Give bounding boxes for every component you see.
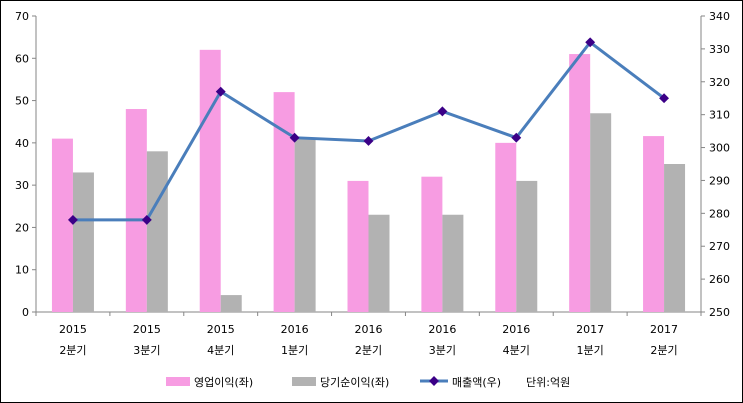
legend: 영업이익(좌) 당기순이익(좌) 매출액(우) 단위:억원 xyxy=(166,376,570,389)
left-axis-tick-label: 0 xyxy=(22,306,29,319)
revenue-marker xyxy=(67,214,78,225)
right-axis-tick-label: 330 xyxy=(709,43,730,56)
bar-operating-profit xyxy=(51,138,73,312)
bar-operating-profit xyxy=(273,92,295,312)
bar-operating-profit xyxy=(643,136,665,312)
bar-net-income xyxy=(72,172,94,312)
x-tick-label-quarter: 4분기 xyxy=(207,344,234,357)
revenue-marker xyxy=(141,214,152,225)
right-axis-tick-label: 310 xyxy=(709,109,730,122)
bar-operating-profit xyxy=(569,54,591,313)
bar-operating-profit xyxy=(347,180,369,312)
x-tick-label-quarter: 4분기 xyxy=(503,344,530,357)
bar-net-income xyxy=(442,214,464,312)
x-tick-label-quarter: 1분기 xyxy=(281,344,308,357)
x-tick-label-year: 2016 xyxy=(428,323,456,336)
revenue-marker xyxy=(363,136,374,146)
right-axis-tick-label: 290 xyxy=(709,174,730,187)
bar-net-income xyxy=(590,113,612,312)
right-axis-tick-label: 260 xyxy=(709,273,730,286)
right-axis-tick-label: 270 xyxy=(709,240,730,253)
x-tick-label-year: 2016 xyxy=(281,323,309,336)
x-tick-label-year: 2016 xyxy=(355,323,383,336)
bar-net-income xyxy=(664,164,686,312)
revenue-marker xyxy=(437,106,448,117)
bar-operating-profit xyxy=(421,176,443,312)
left-axis-tick-label: 10 xyxy=(15,264,29,277)
bar-net-income xyxy=(516,180,538,312)
left-axis-tick-label: 20 xyxy=(15,221,29,234)
revenue-marker xyxy=(585,37,596,48)
legend-label-operating-profit: 영업이익(좌) xyxy=(194,376,253,389)
left-axis-tick-label: 30 xyxy=(15,179,29,192)
x-tick-label-quarter: 1분기 xyxy=(577,344,604,357)
x-tick-label-year: 2015 xyxy=(133,323,161,336)
right-axis-tick-label: 340 xyxy=(709,10,730,23)
legend-label-net-income: 당기순이익(좌) xyxy=(320,376,389,389)
bar-operating-profit xyxy=(495,142,517,312)
left-axis-tick-label: 60 xyxy=(15,52,29,65)
legend-swatch-net-income xyxy=(292,377,316,386)
left-axis-tick-label: 50 xyxy=(15,95,29,108)
x-tick-label-quarter: 3분기 xyxy=(429,344,456,357)
x-tick-label-year: 2016 xyxy=(502,323,530,336)
bar-net-income xyxy=(146,151,168,312)
x-tick-label-quarter: 2분기 xyxy=(355,344,382,357)
right-axis-tick-label: 280 xyxy=(709,207,730,220)
bar-operating-profit xyxy=(125,109,147,313)
x-tick-label-year: 2015 xyxy=(207,323,235,336)
x-tick-label-year: 2015 xyxy=(59,323,87,336)
bar-net-income xyxy=(220,295,242,312)
left-axis-tick-label: 70 xyxy=(15,10,29,23)
bar-net-income xyxy=(294,138,316,312)
bar-operating-profit xyxy=(199,49,221,312)
x-tick-label-quarter: 2분기 xyxy=(650,344,677,357)
legend-swatch-revenue-marker xyxy=(429,376,439,386)
x-tick-label-year: 2017 xyxy=(650,323,678,336)
revenue-marker xyxy=(215,86,226,97)
right-axis-tick-label: 250 xyxy=(709,306,730,319)
unit-note: 단위:억원 xyxy=(526,376,570,389)
revenue-marker xyxy=(511,132,522,143)
right-axis-tick-label: 320 xyxy=(709,76,730,89)
revenue-marker xyxy=(659,93,670,104)
legend-swatch-operating-profit xyxy=(166,377,190,386)
x-tick-label-year: 2017 xyxy=(576,323,604,336)
bar-net-income xyxy=(368,214,390,312)
right-axis-tick-label: 300 xyxy=(709,142,730,155)
legend-label-revenue: 매출액(우) xyxy=(452,376,501,389)
revenue-marker xyxy=(289,132,300,143)
x-tick-label-quarter: 3분기 xyxy=(133,344,160,357)
left-axis-tick-label: 40 xyxy=(15,137,29,150)
x-tick-label-quarter: 2분기 xyxy=(59,344,86,357)
